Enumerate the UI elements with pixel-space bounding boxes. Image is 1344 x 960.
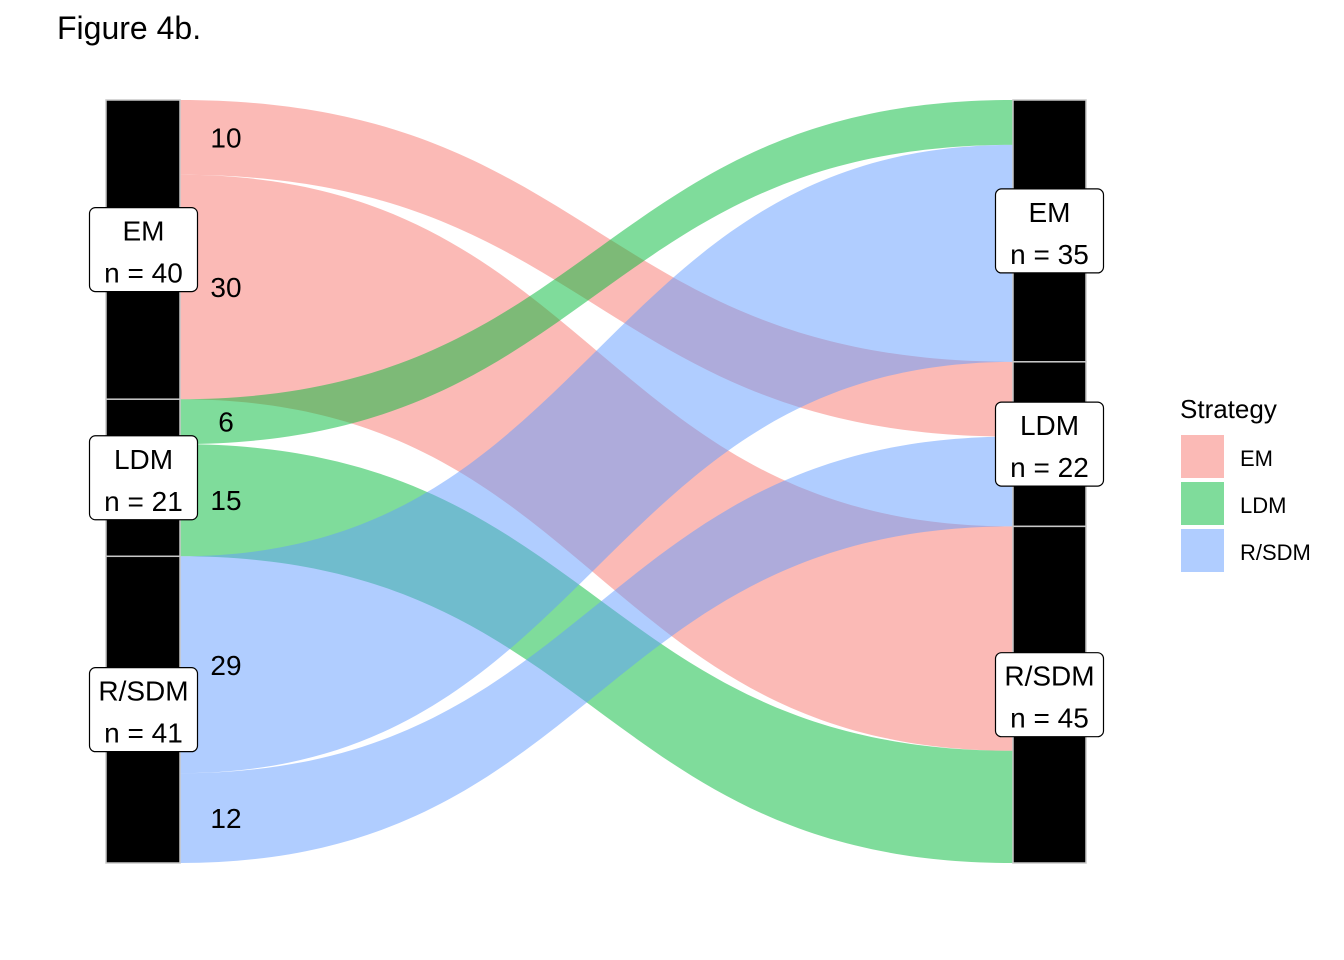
stratum-label-name-right-ldm: LDM [1020,410,1079,441]
stratum-label-n-left-em: n = 40 [104,258,183,289]
stratum-label-n-left-ldm: n = 21 [104,486,183,517]
flow-label-ldm-to-r-sdm: 15 [210,485,241,516]
stratum-label-box-left-ldm [88,435,199,521]
flow-r-sdm-to-em [180,144,1013,774]
legend-label-r-sdm: R/SDM [1240,540,1311,565]
flow-label-r-sdm-to-ldm: 12 [210,803,241,834]
stratum-label-name-left-ldm: LDM [114,444,173,475]
stratum-label-box-left-em [88,207,199,293]
flow-label-em-to-ldm: 10 [210,122,241,153]
stratum-label-name-left-r-sdm: R/SDM [98,676,188,707]
stratum-label-box-right-em [994,188,1105,274]
stratum-label-box-right-ldm [994,401,1105,487]
stratum-label-n-right-r-sdm: n = 45 [1010,703,1089,734]
stratum-label-name-right-r-sdm: R/SDM [1004,661,1094,692]
legend-label-em: EM [1240,446,1273,471]
flow-label-em-to-r-sdm: 30 [210,272,241,303]
figure-title: Figure 4b. [57,10,202,46]
legend-title: Strategy [1180,394,1277,424]
flow-ldm-to-em [180,100,1013,445]
stratum-label-name-right-em: EM [1029,197,1071,228]
legend-swatch-ldm [1181,482,1224,525]
flow-r-sdm-to-ldm [180,436,1013,863]
stratum-label-box-right-r-sdm [994,652,1105,738]
stratum-label-box-left-r-sdm [88,667,199,753]
legend-label-ldm: LDM [1240,493,1286,518]
flow-label-r-sdm-to-em: 29 [210,650,241,681]
legend-swatch-r-sdm [1181,529,1224,572]
stratum-label-name-left-em: EM [123,216,165,247]
legend-swatch-em [1181,435,1224,478]
stratum-label-n-left-r-sdm: n = 41 [104,718,183,749]
flow-label-ldm-to-em: 6 [218,407,234,438]
stratum-label-n-right-em: n = 35 [1010,239,1089,270]
stratum-label-n-right-ldm: n = 22 [1010,452,1089,483]
